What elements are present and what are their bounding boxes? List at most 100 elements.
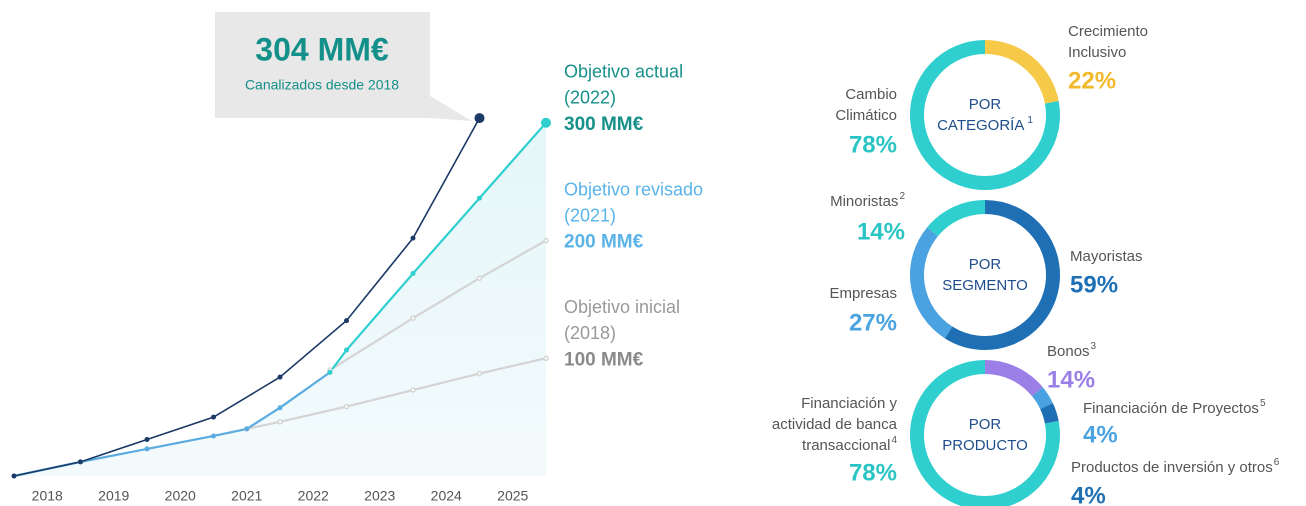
data-point xyxy=(144,437,150,442)
category-text: Financiación y xyxy=(801,395,897,412)
data-point xyxy=(11,473,17,479)
donut-title: PRODUCTO xyxy=(942,437,1028,454)
donut-title-line: POR xyxy=(969,96,1002,113)
data-point xyxy=(476,275,483,281)
value-label: 14% xyxy=(1047,366,1095,393)
donut-segment xyxy=(910,227,953,339)
legend-period: (2021) xyxy=(564,205,616,225)
data-point xyxy=(344,318,349,324)
donut-title: POR xyxy=(969,256,1002,273)
category-text: transaccional xyxy=(802,437,890,454)
value-label: 78% xyxy=(849,131,897,158)
category-text: actividad de banca xyxy=(772,416,898,433)
category-text: Minoristas xyxy=(830,193,898,210)
legend-name: Objetivo actual xyxy=(564,62,683,82)
value-label: 100 MM€ xyxy=(564,349,644,370)
data-point xyxy=(244,426,250,432)
category-label: Climático xyxy=(835,107,897,124)
value-label: 300 MM€ xyxy=(564,114,644,135)
donut-title-line: CATEGORÍA xyxy=(937,117,1024,134)
donut-title: SEGMENTO xyxy=(942,277,1028,294)
footnote-mark: 1 xyxy=(1027,115,1033,126)
donut-title: POR xyxy=(969,416,1002,433)
legend-period: (2022) xyxy=(564,88,616,108)
donut-segment xyxy=(984,40,1059,104)
data-point xyxy=(211,414,216,420)
donut-segment xyxy=(984,360,1043,397)
data-point xyxy=(476,370,483,377)
category-label: actividad de banca xyxy=(772,416,898,433)
x-tick-label: 2021 xyxy=(231,488,262,504)
data-point xyxy=(541,117,551,128)
x-tick-label: 2023 xyxy=(364,488,395,504)
value-label: 27% xyxy=(849,309,897,336)
category-text: Crecimiento xyxy=(1068,23,1148,40)
data-point xyxy=(543,237,549,244)
callout-value: 304 MM€ xyxy=(255,31,389,67)
category-label: Mayoristas xyxy=(1070,248,1143,265)
category-label: Minoristas2 xyxy=(830,191,905,210)
category-text: Mayoristas xyxy=(1070,248,1143,265)
data-point xyxy=(410,270,416,276)
x-tick-label: 2024 xyxy=(431,488,462,504)
donut-title-line: POR xyxy=(969,416,1002,433)
category-text: Cambio xyxy=(845,86,897,103)
category-label: Financiación de Proyectos5 xyxy=(1083,398,1266,417)
donut-segment xyxy=(944,200,1060,350)
donut-title: POR xyxy=(969,96,1002,113)
series-line xyxy=(329,239,547,371)
category-label: transaccional4 xyxy=(802,435,897,454)
data-point xyxy=(327,369,333,375)
data-point xyxy=(410,387,416,393)
legend-period: (2018) xyxy=(564,323,616,343)
donut-segment xyxy=(1040,403,1059,424)
value-label: 4% xyxy=(1071,482,1106,506)
data-point xyxy=(277,374,283,380)
data-point xyxy=(144,446,150,452)
value-label: 78% xyxy=(849,459,897,486)
value-label: 22% xyxy=(1068,67,1116,94)
category-text: Empresas xyxy=(829,285,897,302)
series-line xyxy=(246,357,547,430)
data-point xyxy=(211,433,216,439)
data-point xyxy=(410,315,416,321)
data-point xyxy=(474,113,485,124)
category-text: Inclusivo xyxy=(1068,44,1126,61)
category-label: Inclusivo xyxy=(1068,44,1126,61)
footnote-mark: 4 xyxy=(891,435,897,446)
category-label: Empresas xyxy=(829,285,897,302)
value-label: 4% xyxy=(1083,421,1118,448)
callout-box xyxy=(215,12,472,121)
footnote-mark: 5 xyxy=(1260,398,1266,409)
data-point xyxy=(344,347,349,353)
category-text: Productos de inversión y otros xyxy=(1071,459,1273,476)
footnote-mark: 2 xyxy=(899,191,905,202)
donut-segment xyxy=(910,360,1060,506)
series-line xyxy=(13,117,481,477)
data-point xyxy=(543,355,549,362)
category-label: Bonos3 xyxy=(1047,341,1097,360)
category-text: Financiación de Proyectos xyxy=(1083,400,1259,417)
donut-segment xyxy=(1031,387,1053,410)
category-text: Bonos xyxy=(1047,343,1090,360)
value-label: 200 MM€ xyxy=(564,232,644,253)
data-point xyxy=(477,195,482,201)
footnote-mark: 6 xyxy=(1274,457,1280,468)
x-tick-label: 2020 xyxy=(165,488,196,504)
callout-text: Canalizados desde 2018 xyxy=(245,77,399,93)
data-point xyxy=(277,419,283,425)
data-point xyxy=(78,459,83,465)
x-tick-label: 2018 xyxy=(32,488,63,504)
donut-segment xyxy=(910,40,1060,190)
category-label: Cambio xyxy=(845,86,897,103)
value-label: 59% xyxy=(1070,271,1118,298)
category-label: Productos de inversión y otros6 xyxy=(1071,457,1280,476)
donut-title-line: SEGMENTO xyxy=(942,277,1028,294)
legend-name: Objetivo revisado xyxy=(564,179,703,199)
category-label: Financiación y xyxy=(801,395,897,412)
x-tick-label: 2025 xyxy=(497,488,528,504)
x-tick-label: 2019 xyxy=(98,488,129,504)
footnote-mark: 3 xyxy=(1091,341,1097,352)
data-point xyxy=(277,405,283,411)
